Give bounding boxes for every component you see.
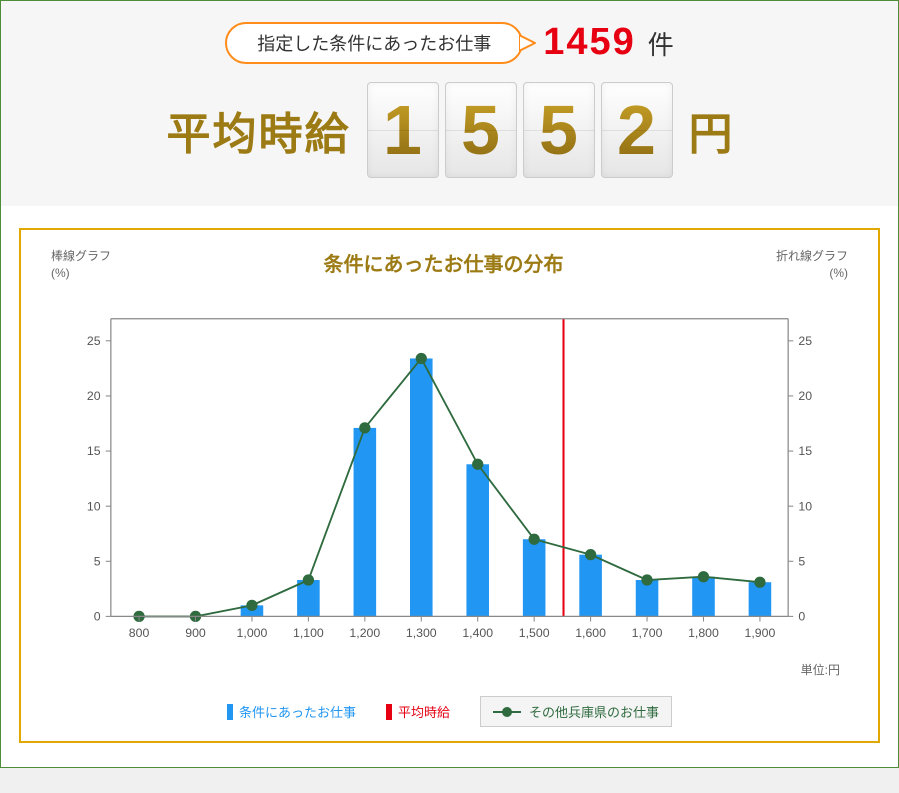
svg-text:0: 0 [798, 609, 805, 623]
svg-text:900: 900 [185, 626, 206, 640]
svg-text:1,800: 1,800 [688, 626, 719, 640]
legend-series-swatch [493, 705, 521, 719]
legend-item-series: その他兵庫県のお仕事 [480, 696, 672, 727]
svg-text:1,600: 1,600 [575, 626, 606, 640]
legend: 条件にあったお仕事 平均時給 その他兵庫県のお仕事 [39, 696, 860, 727]
svg-text:15: 15 [87, 444, 101, 458]
count-group: 1459 件 [543, 21, 674, 64]
unit-label: 単位:円 [39, 661, 860, 678]
header-panel: 指定した条件にあったお仕事 1459 件 平均時給 1 5 5 2 円 [1, 1, 898, 206]
chart-card: 棒線グラフ (%) 条件にあったお仕事の分布 折れ線グラフ (%) 0 5 10 15… [19, 228, 880, 743]
svg-text:1,100: 1,100 [293, 626, 324, 640]
svg-text:1,300: 1,300 [406, 626, 437, 640]
legend-bar-label: 条件にあったお仕事 [239, 702, 356, 721]
distribution-chart: 0 5 10 15 20 25 0 5 10 15 20 25 800 900 1,000 1,100 1,20… [39, 288, 860, 657]
average-row: 平均時給 1 5 5 2 円 [31, 82, 868, 178]
chart-wrap: 0 5 10 15 20 25 0 5 10 15 20 25 800 900 1,000 1,100 1,20… [39, 288, 860, 657]
svg-text:1,700: 1,700 [632, 626, 663, 640]
svg-text:20: 20 [798, 389, 812, 403]
odometer-digit: 5 [445, 82, 517, 178]
chart-heading-row: 棒線グラフ (%) 条件にあったお仕事の分布 折れ線グラフ (%) [39, 248, 860, 282]
yen-unit: 円 [689, 98, 733, 162]
svg-text:25: 25 [798, 334, 812, 348]
svg-text:1,200: 1,200 [349, 626, 380, 640]
svg-text:1,500: 1,500 [519, 626, 550, 640]
legend-avg-swatch [386, 704, 392, 720]
odometer-digit: 2 [601, 82, 673, 178]
svg-text:1,400: 1,400 [462, 626, 493, 640]
digit-value: 1 [383, 95, 422, 165]
svg-text:5: 5 [798, 554, 805, 568]
count-unit: 件 [648, 25, 674, 62]
left-axis-caption: 棒線グラフ (%) [51, 248, 111, 282]
svg-text:1,900: 1,900 [745, 626, 776, 640]
average-label: 平均時給 [167, 98, 351, 162]
svg-text:5: 5 [94, 554, 101, 568]
odometer: 1 5 5 2 [367, 82, 673, 178]
svg-text:15: 15 [798, 444, 812, 458]
digit-value: 5 [539, 95, 578, 165]
odometer-digit: 1 [367, 82, 439, 178]
odometer-digit: 5 [523, 82, 595, 178]
right-axis-caption: 折れ線グラフ (%) [776, 248, 848, 282]
svg-text:10: 10 [87, 499, 101, 513]
page: 指定した条件にあったお仕事 1459 件 平均時給 1 5 5 2 円 棒 [0, 0, 899, 768]
svg-text:1,000: 1,000 [237, 626, 268, 640]
digit-value: 5 [461, 95, 500, 165]
svg-text:10: 10 [798, 499, 812, 513]
condition-pill: 指定した条件にあったお仕事 [225, 22, 523, 64]
legend-item-avg: 平均時給 [386, 702, 450, 721]
chart-title: 条件にあったお仕事の分布 [111, 248, 776, 277]
condition-row: 指定した条件にあったお仕事 1459 件 [31, 21, 868, 64]
digit-value: 2 [617, 95, 656, 165]
svg-text:20: 20 [87, 389, 101, 403]
legend-avg-label: 平均時給 [398, 702, 450, 721]
legend-item-bar: 条件にあったお仕事 [227, 702, 356, 721]
svg-text:25: 25 [87, 334, 101, 348]
count-value: 1459 [543, 21, 636, 64]
legend-bar-swatch [227, 704, 233, 720]
legend-series-label: その他兵庫県のお仕事 [529, 702, 659, 721]
svg-text:800: 800 [129, 626, 150, 640]
condition-pill-wrap: 指定した条件にあったお仕事 [225, 22, 523, 64]
svg-text:0: 0 [94, 609, 101, 623]
